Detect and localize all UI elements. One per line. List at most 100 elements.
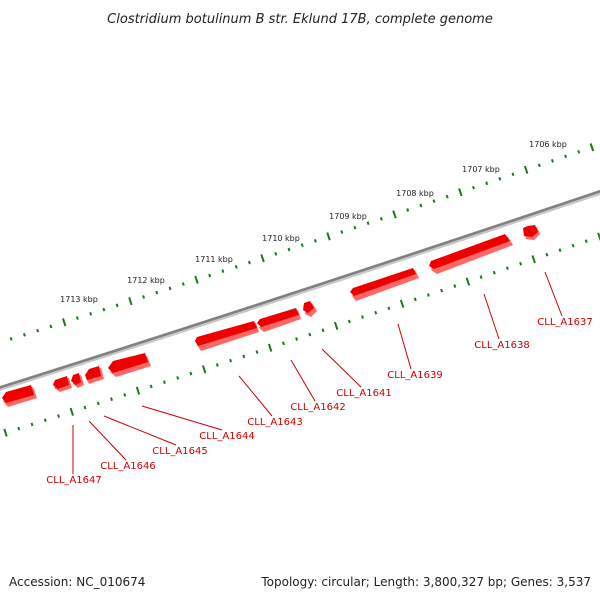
gene-label-cll-a1644[interactable]: CLL_A1644: [199, 431, 254, 442]
lower-scale-minor-tick: [505, 266, 509, 271]
gene-feature-cll-a1642[interactable]: [257, 308, 301, 332]
lower-scale-major-tick: [201, 365, 207, 374]
lower-scale-minor-tick: [426, 293, 430, 297]
gene-label-cll-a1639[interactable]: CLL_A1639: [387, 370, 442, 381]
upper-scale-minor-tick: [472, 185, 475, 190]
lower-scale-minor-tick: [229, 358, 232, 363]
gene-feature-cll-a1645[interactable]: [85, 366, 104, 384]
lower-scale-minor-tick: [96, 401, 100, 406]
gene-label-cll-a1646[interactable]: CLL_A1646: [100, 461, 155, 472]
gene-feature-cll-a1639[interactable]: [350, 268, 419, 301]
upper-scale-major-tick: [62, 318, 67, 327]
upper-scale-minor-tick: [511, 172, 515, 177]
scale-label-1708-kbp: 1708 kbp: [396, 189, 434, 198]
map-title: Clostridium botulinum B str. Eklund 17B,…: [107, 12, 493, 27]
lower-scale-major-tick: [333, 321, 339, 331]
upper-scale-minor-tick: [340, 230, 344, 234]
gene-label-cll-a1643[interactable]: CLL_A1643: [247, 417, 302, 428]
lower-scale-major-tick: [399, 299, 405, 308]
upper-scale-minor-tick: [287, 247, 291, 252]
upper-scale-minor-tick: [274, 251, 278, 256]
lower-scale-minor-tick: [189, 371, 193, 376]
upper-scale-minor-tick: [75, 316, 79, 320]
lower-scale-minor-tick: [281, 341, 285, 346]
upper-scale-minor-tick: [353, 225, 357, 230]
gene-labels: CLL_A1637 CLL_A1638 CLL_A1639 CLL_A1641 …: [46, 317, 592, 486]
upper-scale-minor-tick: [564, 154, 568, 159]
lower-scale-minor-tick: [163, 380, 166, 384]
scale-label-1709-kbp: 1709 kbp: [329, 212, 367, 221]
lower-scale-minor-tick: [17, 426, 21, 431]
genome-backbone: [0, 189, 600, 392]
upper-scale-major-tick: [392, 210, 397, 219]
leader-line-cll-a1638: [483, 293, 500, 340]
lower-scale-minor-tick: [479, 275, 483, 280]
upper-scale-minor-tick: [379, 216, 383, 221]
gene-label-cll-a1645[interactable]: CLL_A1645: [152, 446, 207, 457]
lower-scale-major-tick: [267, 343, 273, 352]
gene-label-cll-a1647[interactable]: CLL_A1647: [46, 475, 101, 486]
gene-feature-partial-left[interactable]: [2, 385, 37, 407]
lower-scale-minor-tick: [30, 422, 34, 427]
lower-scale-minor-tick: [110, 397, 113, 402]
lower-scale-minor-tick: [440, 288, 444, 293]
upper-scale-minor-tick: [142, 295, 146, 299]
upper-scale-minor-tick: [432, 199, 436, 203]
lower-scale-minor-tick: [57, 414, 60, 418]
leader-line-cll-a1642: [290, 359, 316, 402]
lower-scale-major-tick: [465, 277, 471, 286]
upper-scale-major-tick: [589, 143, 595, 152]
upper-scale-major-tick: [194, 275, 199, 284]
topology-text: Topology: circular; Length: 3,800,327 bp…: [260, 575, 591, 589]
gene-feature-cll-a1646[interactable]: [71, 373, 84, 388]
lower-scale-minor-tick: [43, 418, 47, 423]
lower-scale-major-tick: [69, 407, 74, 416]
lower-scale-minor-tick: [123, 393, 127, 397]
upper-scale-minor-tick: [419, 203, 423, 208]
gene-label-cll-a1641[interactable]: CLL_A1641: [336, 388, 391, 399]
leader-line-cll-a1641: [321, 348, 362, 388]
scale-label-1713-kbp: 1713 kbp: [60, 295, 98, 304]
leader-line-cll-a1645: [103, 415, 177, 446]
upper-scale-minor-tick: [208, 273, 212, 278]
lower-scale-minor-tick: [149, 384, 153, 389]
scale-label-1707-kbp: 1707 kbp: [462, 165, 500, 174]
lower-scale-minor-tick: [519, 261, 523, 266]
gene-feature-cll-a1643[interactable]: [195, 321, 259, 351]
upper-scale-minor-tick: [234, 264, 238, 269]
scale-label-1712-kbp: 1712 kbp: [127, 276, 165, 285]
gene-feature-cll-a1647[interactable]: [53, 376, 72, 392]
lower-scale-minor-tick: [558, 248, 562, 253]
gene-feature-cll-a1644[interactable]: [108, 353, 151, 377]
lower-scale-minor-tick: [584, 239, 588, 244]
upper-scale-track: [0, 143, 595, 347]
lower-scale-major-tick: [597, 232, 600, 241]
lower-scale-major-tick: [3, 428, 8, 437]
upper-scale-minor-tick: [313, 238, 317, 243]
leader-line-cll-a1643: [238, 375, 273, 417]
upper-scale-major-tick: [260, 254, 265, 263]
gene-feature-cll-a1637[interactable]: [523, 225, 540, 240]
lower-scale-minor-tick: [374, 310, 378, 315]
lower-scale-minor-tick: [295, 337, 299, 341]
gene-feature-cll-a1638[interactable]: [429, 234, 513, 274]
leader-line-cll-a1637: [544, 271, 563, 317]
lower-scale-minor-tick: [492, 270, 496, 275]
scale-labels: 1706 kbp 1707 kbp 1708 kbp 1709 kbp 1710…: [60, 140, 567, 304]
gene-label-cll-a1637[interactable]: CLL_A1637: [537, 317, 592, 328]
lower-scale-minor-tick: [387, 306, 391, 311]
upper-scale-minor-tick: [168, 286, 172, 291]
upper-scale-minor-tick: [155, 290, 159, 295]
upper-scale-minor-tick: [406, 208, 410, 212]
upper-scale-minor-tick: [181, 282, 185, 286]
gene-feature-cll-a1641[interactable]: [303, 301, 317, 317]
upper-scale-major-tick: [128, 296, 133, 306]
gene-label-cll-a1638[interactable]: CLL_A1638: [474, 340, 529, 351]
lower-scale-minor-tick: [413, 297, 417, 302]
gene-label-cll-a1642[interactable]: CLL_A1642: [290, 402, 345, 413]
upper-scale-minor-tick: [577, 149, 581, 154]
lower-scale-minor-tick: [571, 243, 575, 248]
accession-text: Accession: NC_010674: [9, 575, 145, 589]
